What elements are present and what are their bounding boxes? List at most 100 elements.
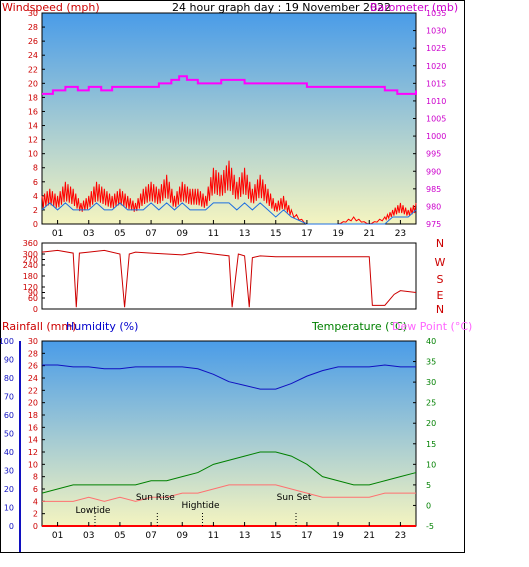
humidity-tick-label: 40 xyxy=(4,448,14,457)
baro-axis-tick-label: 1015 xyxy=(426,79,446,88)
temp-axis-tick-label: 5 xyxy=(426,481,431,490)
humidity-label: Humidity (%) xyxy=(66,320,138,333)
x-tick-label: 13 xyxy=(239,531,250,541)
x-tick-label: 13 xyxy=(239,229,250,239)
wind-axis-tick-label: 24 xyxy=(28,51,38,60)
x-tick-label: 07 xyxy=(145,229,156,239)
climate-panel-bg xyxy=(41,340,417,527)
dewpoint-label: Dew Point (°C) xyxy=(392,320,472,333)
compass-label: N xyxy=(436,237,444,250)
rain-axis-tick-label: 14 xyxy=(28,436,38,445)
rain-axis-tick-label: 18 xyxy=(28,411,38,420)
rain-axis-tick-label: 0 xyxy=(33,522,38,531)
rain-axis-tick-label: 26 xyxy=(28,362,38,371)
temp-axis-tick-label: 15 xyxy=(426,440,436,449)
direction-axis-tick-label: 0 xyxy=(33,305,38,314)
baro-axis-tick-label: 1035 xyxy=(426,9,446,18)
page-title: 24 hour graph day : 19 November 2022 xyxy=(172,1,391,14)
x-tick-label: 15 xyxy=(270,229,281,239)
direction-axis-tick-label: 180 xyxy=(23,272,38,281)
x-tick-label: 03 xyxy=(83,531,94,541)
event-label: Sun Set xyxy=(277,493,312,503)
humidity-tick-label: 90 xyxy=(4,356,14,365)
rain-axis-tick-label: 10 xyxy=(28,460,38,469)
x-tick-label: 11 xyxy=(208,531,219,541)
x-tick-label: 01 xyxy=(52,531,63,541)
x-tick-label: 17 xyxy=(301,531,312,541)
rain-axis-tick-label: 8 xyxy=(33,473,38,482)
x-tick-label: 17 xyxy=(301,229,312,239)
humidity-tick-label: 0 xyxy=(9,522,14,531)
rain-axis-tick-label: 16 xyxy=(28,423,38,432)
x-tick-label: 19 xyxy=(332,229,344,239)
x-tick-label: 15 xyxy=(270,531,281,541)
wind-axis-tick-label: 20 xyxy=(28,79,38,88)
barometer-label: Barometer (mb) xyxy=(370,1,458,14)
dewpoint-line xyxy=(42,484,416,502)
temp-axis-tick-label: 0 xyxy=(426,501,431,510)
wind-axis-tick-label: 14 xyxy=(28,122,38,131)
x-tick-label: 21 xyxy=(364,229,375,239)
baro-axis-tick-label: 1010 xyxy=(426,97,446,106)
barometer-line xyxy=(42,75,417,95)
rain-axis-tick-label: 30 xyxy=(28,337,38,346)
wind-axis-tick-label: 10 xyxy=(28,150,38,159)
wind-axis-tick-label: 18 xyxy=(28,93,38,102)
humidity-tick-label: 80 xyxy=(4,374,14,383)
x-tick-label: 23 xyxy=(395,229,406,239)
baro-axis-tick-label: 985 xyxy=(426,185,441,194)
temp-axis-tick-label: -5 xyxy=(426,522,434,531)
humidity-tick-label: 60 xyxy=(4,411,14,420)
x-tick-label: 07 xyxy=(145,531,156,541)
wind-axis-tick-label: 4 xyxy=(33,192,38,201)
x-tick-label: 09 xyxy=(177,531,189,541)
baro-axis-tick-label: 975 xyxy=(426,220,441,229)
compass-label: W xyxy=(435,256,446,269)
event-label: Lowtide xyxy=(75,506,110,516)
direction-panel-bg xyxy=(41,242,417,310)
rain-axis-tick-label: 28 xyxy=(28,349,38,358)
humidity-tick-label: 50 xyxy=(4,430,14,439)
temp-axis-tick-label: 30 xyxy=(426,378,436,387)
x-tick-label: 09 xyxy=(177,229,189,239)
baro-axis-tick-label: 1025 xyxy=(426,44,446,53)
wind-axis-tick-label: 0 xyxy=(33,220,38,229)
temperature-line xyxy=(41,451,417,494)
wind-axis-tick-label: 30 xyxy=(28,9,38,18)
rain-axis-tick-label: 4 xyxy=(33,497,38,506)
baro-axis-tick-label: 1030 xyxy=(426,27,446,36)
rain-axis-tick-label: 24 xyxy=(28,374,38,383)
rain-axis-tick-label: 22 xyxy=(28,386,38,395)
temp-axis-tick-label: 40 xyxy=(426,337,436,346)
temp-axis-tick-label: 10 xyxy=(426,460,436,469)
wind-axis-tick-label: 8 xyxy=(33,164,38,173)
rain-axis-tick-label: 20 xyxy=(28,399,38,408)
wind-axis-tick-label: 12 xyxy=(28,136,38,145)
direction-line xyxy=(41,249,417,308)
direction-axis-tick-label: 360 xyxy=(23,239,38,248)
humidity-line xyxy=(42,364,416,390)
baro-axis-tick-label: 1020 xyxy=(426,62,446,71)
rainfall-label: Rainfall (mm) xyxy=(2,320,76,333)
baro-axis-tick-label: 995 xyxy=(426,150,441,159)
wind-axis-tick-label: 2 xyxy=(33,206,38,215)
wind-axis-tick-label: 22 xyxy=(28,65,38,74)
compass-label: E xyxy=(437,289,444,302)
temp-axis-tick-label: 25 xyxy=(426,399,436,408)
rain-axis-tick-label: 12 xyxy=(28,448,38,457)
compass-label: N xyxy=(436,303,444,316)
wind-axis-tick-label: 28 xyxy=(28,23,38,32)
humidity-tick-label: 30 xyxy=(4,467,14,476)
direction-axis-tick-label: 240 xyxy=(23,261,38,270)
temp-axis-tick-label: 35 xyxy=(426,358,436,367)
wind-axis-tick-label: 6 xyxy=(33,178,38,187)
wind-axis-tick-label: 26 xyxy=(28,37,38,46)
event-label: Sun Rise xyxy=(136,493,175,503)
temperature-label: Temperature (°C) xyxy=(311,320,407,333)
humidity-tick-label: 20 xyxy=(4,485,14,494)
humidity-tick-label: 10 xyxy=(4,504,14,513)
direction-axis-tick-label: 90 xyxy=(28,289,38,298)
baro-axis-tick-label: 980 xyxy=(426,202,441,211)
